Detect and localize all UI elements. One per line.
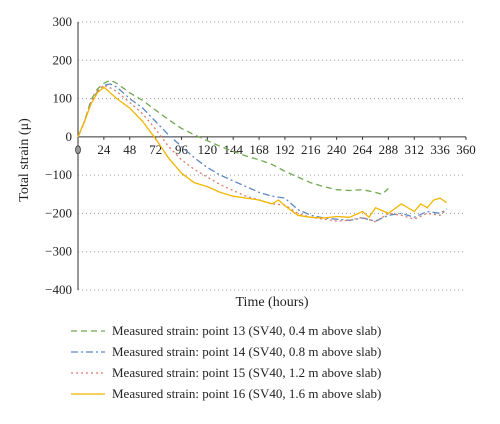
x-tick-label: 264 (353, 142, 373, 157)
y-tick-label: −300 (45, 244, 72, 259)
legend-label: Measured strain: point 14 (SV40, 0.8 m a… (112, 343, 382, 359)
x-tick-label: 216 (301, 142, 321, 157)
legend-swatch (71, 350, 105, 353)
series-line-1 (77, 79, 389, 195)
y-axis-label: Total strain (μ) (17, 118, 32, 202)
y-tick-label: 100 (53, 91, 73, 106)
y-tick-label: −100 (45, 167, 72, 182)
legend-item: Measured strain: point 15 (SV40, 1.2 m a… (70, 362, 490, 383)
legend-swatch (71, 392, 105, 395)
x-tick-label: 48 (123, 142, 136, 157)
series-lines (77, 79, 448, 223)
x-tick-labels: 0 24 48 72 96 120 144 168 192 216 240 264 288 312 336 3… (75, 142, 476, 157)
y-tick-label: −400 (45, 282, 72, 297)
x-tick-label: 192 (275, 142, 295, 157)
y-tick-label: 200 (53, 52, 73, 67)
x-tick-label: 312 (405, 142, 425, 157)
x-tick-label: 96 (175, 142, 189, 157)
x-tick-label: 288 (379, 142, 399, 157)
x-tick-label: 240 (327, 142, 347, 157)
x-tick-label: 360 (456, 142, 476, 157)
y-tick-label: 0 (66, 129, 73, 144)
series-line-4 (77, 86, 447, 219)
y-tick-labels: 300 200 100 0 −100 −200 −300 −400 (45, 14, 72, 297)
series-line-2 (77, 83, 447, 222)
legend-item: Measured strain: point 14 (SV40, 0.8 m a… (70, 341, 490, 362)
x-tick-label: 24 (97, 142, 111, 157)
x-tick-label: 0 (75, 142, 82, 157)
legend-item: Measured strain: point 13 (SV40, 0.4 m a… (70, 320, 490, 341)
legend-label: Measured strain: point 16 (SV40, 1.6 m a… (112, 385, 382, 401)
series-line-3 (77, 84, 448, 223)
legend-swatch (71, 329, 105, 332)
x-axis-label: Time (hours) (236, 295, 309, 310)
x-tick-label: 336 (430, 142, 450, 157)
x-tick-label: 72 (149, 142, 162, 157)
x-tick-label: 120 (198, 142, 218, 157)
y-tick-label: 300 (53, 14, 73, 29)
legend-swatch (71, 371, 105, 374)
x-tick-label: 168 (249, 142, 269, 157)
y-tick-label: −200 (45, 205, 72, 220)
gridlines (78, 21, 466, 291)
legend-label: Measured strain: point 15 (SV40, 1.2 m a… (112, 364, 382, 380)
legend-label: Measured strain: point 13 (SV40, 0.4 m a… (112, 322, 382, 338)
legend: Measured strain: point 13 (SV40, 0.4 m a… (70, 320, 490, 404)
axes (77, 22, 467, 290)
legend-item: Measured strain: point 16 (SV40, 1.6 m a… (70, 383, 490, 404)
